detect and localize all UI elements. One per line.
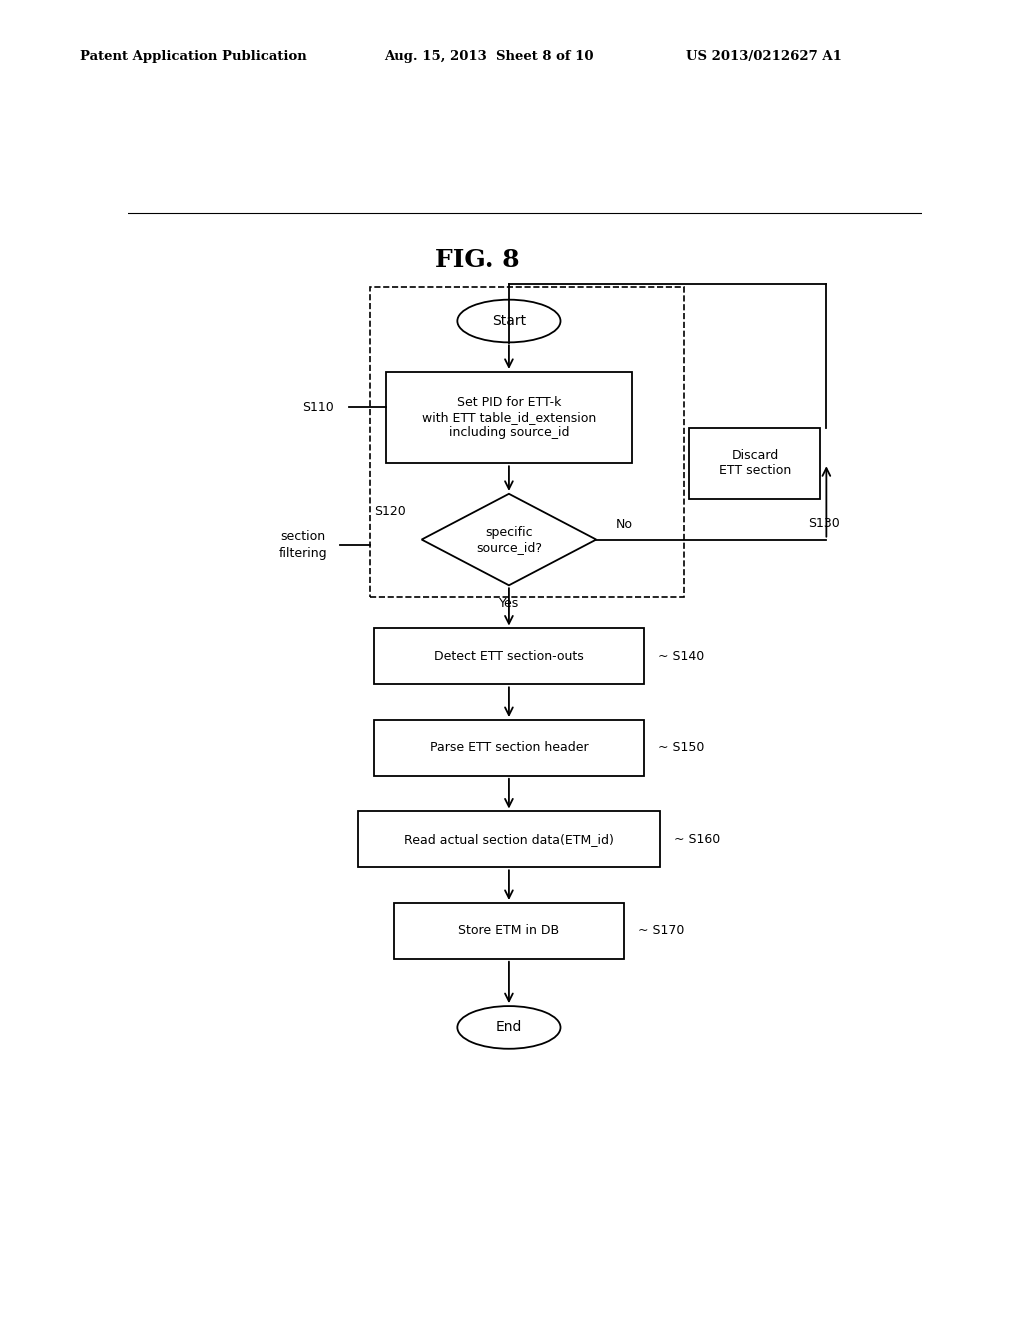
Text: ~ S170: ~ S170 <box>638 924 685 937</box>
Text: S130: S130 <box>809 517 841 531</box>
Text: FIG. 8: FIG. 8 <box>435 248 519 272</box>
Text: Patent Application Publication: Patent Application Publication <box>80 50 306 63</box>
Bar <box>374 719 644 776</box>
Bar <box>394 903 624 958</box>
Text: Read actual section data(ETM_id): Read actual section data(ETM_id) <box>404 833 613 846</box>
Text: US 2013/0212627 A1: US 2013/0212627 A1 <box>686 50 842 63</box>
Bar <box>358 812 659 867</box>
Bar <box>386 372 632 463</box>
Text: Start: Start <box>492 314 526 329</box>
Text: ~ S160: ~ S160 <box>674 833 720 846</box>
Text: Detect ETT section-outs: Detect ETT section-outs <box>434 649 584 663</box>
Text: section
filtering: section filtering <box>279 529 327 560</box>
Text: Set PID for ETT-k
with ETT table_id_extension
including source_id: Set PID for ETT-k with ETT table_id_exte… <box>422 396 596 440</box>
Ellipse shape <box>458 1006 560 1049</box>
Text: ~ S150: ~ S150 <box>658 742 705 755</box>
Text: End: End <box>496 1020 522 1035</box>
Text: Yes: Yes <box>499 597 519 610</box>
Text: S120: S120 <box>374 504 406 517</box>
Text: ~ S140: ~ S140 <box>658 649 705 663</box>
Polygon shape <box>422 494 596 585</box>
Text: No: No <box>616 517 633 531</box>
Text: Aug. 15, 2013  Sheet 8 of 10: Aug. 15, 2013 Sheet 8 of 10 <box>384 50 594 63</box>
Text: Store ETM in DB: Store ETM in DB <box>459 924 559 937</box>
Ellipse shape <box>458 300 560 342</box>
Bar <box>689 428 820 499</box>
Text: Discard
ETT section: Discard ETT section <box>719 449 792 478</box>
Text: specific
source_id?: specific source_id? <box>476 525 542 553</box>
Bar <box>370 288 684 598</box>
Text: Parse ETT section header: Parse ETT section header <box>430 742 588 755</box>
Bar <box>374 628 644 684</box>
Text: S110: S110 <box>302 401 335 414</box>
